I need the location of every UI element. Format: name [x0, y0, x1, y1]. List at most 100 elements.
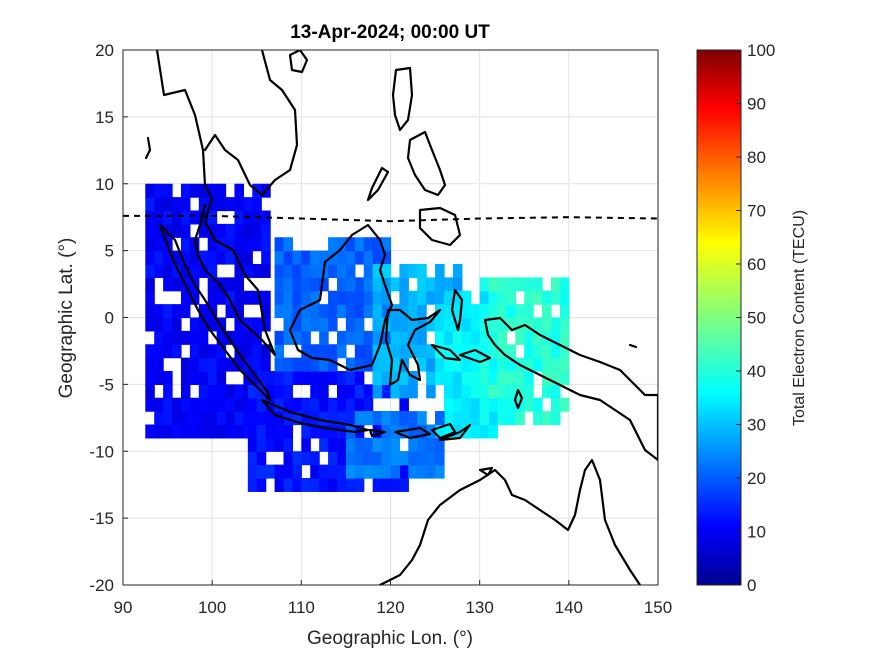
tec-cell [533, 411, 543, 426]
tec-cell [274, 478, 285, 492]
tec-cell [408, 451, 418, 466]
tec-cell [426, 384, 436, 399]
tec-cell [345, 371, 356, 385]
tec-cell [180, 183, 191, 198]
tec-cell [408, 330, 418, 345]
tec-cell [172, 264, 182, 278]
tec-cell [337, 330, 347, 345]
tec-cell [301, 437, 311, 452]
colorbar [696, 49, 742, 586]
tec-cell [292, 264, 302, 278]
tec-cell [247, 464, 258, 479]
tec-cell [225, 411, 236, 426]
tec-cell [408, 344, 418, 359]
tec-cell [488, 330, 499, 345]
tec-cell [363, 344, 374, 359]
tec-cell [172, 317, 182, 332]
tec-cell [247, 371, 258, 385]
tec-cell [328, 250, 338, 265]
tec-cell [261, 317, 271, 332]
tec-cell [363, 357, 374, 372]
tec-cell [399, 317, 409, 332]
tec-cell [310, 304, 320, 319]
tec-cell [145, 197, 155, 212]
tec-cell [444, 397, 454, 412]
tec-cell [234, 304, 244, 319]
tec-cell [345, 451, 356, 466]
tec-cell [319, 384, 329, 399]
tec-cell [145, 264, 155, 278]
tec-cell [479, 290, 490, 305]
tec-cell [328, 304, 338, 319]
tec-cell [354, 437, 365, 452]
tec-cell [225, 424, 236, 439]
tec-cell [225, 237, 236, 252]
tec-cell [261, 357, 271, 372]
tec-cell [252, 357, 262, 372]
tec-cell [417, 424, 427, 439]
tec-cell [479, 384, 490, 399]
tec-cell [243, 344, 253, 359]
tec-cell [417, 304, 427, 319]
tec-cell [243, 197, 253, 212]
tec-cell [435, 264, 445, 278]
tec-cell [408, 424, 418, 439]
tec-cell [524, 344, 534, 359]
tec-cell [310, 424, 320, 439]
tec-cell [559, 330, 570, 345]
tec-cell [154, 304, 164, 319]
colorbar-tick-label: 10 [747, 523, 766, 542]
tec-cell [319, 330, 329, 345]
tec-cell [247, 384, 258, 399]
tec-cell [301, 371, 311, 385]
tec-cell [198, 197, 209, 212]
tec-cell [524, 277, 534, 292]
tec-cell [310, 357, 320, 372]
tec-cell [198, 411, 209, 426]
tec-cell [337, 304, 347, 319]
tec-cell [506, 290, 516, 305]
tec-cell [292, 411, 302, 426]
tec-cell [390, 437, 401, 452]
tec-cell [354, 464, 365, 479]
tec-cell [337, 277, 347, 292]
tec-cell [256, 478, 267, 492]
tec-cell [479, 304, 490, 319]
colorbar-tick-label: 100 [747, 41, 775, 60]
tec-cell [189, 237, 200, 252]
tec-cell [319, 250, 329, 265]
tec-cell [408, 317, 418, 332]
tec-cell [372, 384, 383, 399]
tec-cell [163, 344, 173, 359]
tec-cell [363, 237, 374, 252]
tec-cell [261, 237, 271, 252]
tec-cell [506, 371, 516, 385]
tec-cell [488, 317, 499, 332]
tec-cell [154, 330, 164, 345]
tec-cell [435, 451, 445, 466]
tec-cell [363, 304, 374, 319]
tec-cell [461, 371, 472, 385]
tec-cell [417, 277, 427, 292]
tec-cell [435, 411, 445, 426]
tec-cell [189, 357, 200, 372]
tec-cell [354, 451, 365, 466]
tec-cell [488, 304, 499, 319]
tec-cell [274, 424, 285, 439]
tec-cell [163, 397, 173, 412]
tec-cell [542, 304, 552, 319]
tec-cell [452, 277, 463, 292]
tec-cell [363, 411, 374, 426]
tec-cell [256, 411, 267, 426]
tec-cell [444, 317, 454, 332]
tec-cell [234, 424, 244, 439]
tec-cell [444, 371, 454, 385]
tec-cell [274, 330, 285, 345]
tec-cell [479, 344, 490, 359]
tec-cell [180, 250, 191, 265]
tec-cell [207, 424, 218, 439]
tec-cell [417, 411, 427, 426]
tec-cell [390, 384, 401, 399]
tec-cell [265, 464, 276, 479]
tec-cell [452, 397, 463, 412]
